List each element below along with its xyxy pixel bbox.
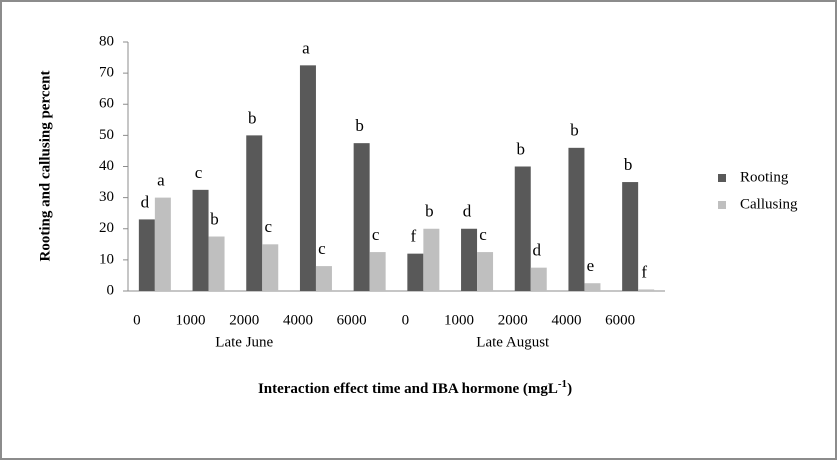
y-axis-label: Rooting and callusing percent — [37, 71, 53, 262]
bar — [423, 228, 440, 291]
bar-letter: b — [355, 116, 364, 135]
group-label: Late August — [476, 334, 550, 350]
bar — [369, 252, 386, 291]
bar — [353, 143, 370, 291]
legend-swatch — [718, 201, 726, 209]
bar — [638, 289, 655, 291]
x-label-sup: -1 — [558, 378, 567, 390]
y-tick-label: 20 — [99, 220, 114, 236]
bar — [568, 147, 585, 291]
bar-letter: d — [141, 192, 150, 211]
bar — [477, 252, 494, 291]
bar-letter: b — [210, 209, 219, 228]
bar-letter: c — [195, 163, 203, 182]
x-tick-label: 4000 — [283, 312, 313, 328]
bar-letter: f — [641, 262, 647, 281]
y-tick-label: 60 — [99, 96, 114, 112]
x-tick-label: 4000 — [551, 312, 581, 328]
bar-letter: b — [624, 155, 633, 174]
x-tick-label: 6000 — [605, 312, 635, 328]
x-axis-label: Interaction effect time and IBA hormone … — [258, 378, 572, 398]
bar — [514, 166, 531, 291]
y-tick-label: 80 — [99, 33, 114, 49]
bar-letter: f — [411, 227, 417, 246]
legend-swatch — [718, 174, 726, 182]
bar — [530, 267, 547, 291]
bar — [192, 189, 209, 291]
bar — [461, 228, 478, 291]
x-tick-label: 1000 — [444, 312, 474, 328]
bar — [208, 236, 225, 291]
legend-label: Callusing — [740, 196, 798, 212]
bar-letter: b — [570, 121, 579, 140]
bar — [299, 65, 316, 291]
y-tick-label: 10 — [99, 251, 114, 267]
bar-letter: c — [479, 225, 487, 244]
bar-letter: a — [302, 38, 310, 57]
y-tick-label: 50 — [99, 127, 114, 143]
x-tick-label: 0 — [133, 312, 141, 328]
y-tick-label: 30 — [99, 189, 114, 205]
bar — [262, 244, 279, 291]
bar-letter: c — [372, 225, 380, 244]
bar — [138, 219, 155, 291]
x-tick-label: 0 — [402, 312, 410, 328]
bar-letter: b — [517, 139, 526, 158]
bar — [622, 182, 639, 291]
x-tick-label: 2000 — [498, 312, 528, 328]
bar-letter: e — [587, 256, 595, 275]
x-label-main: Interaction effect time and IBA hormone … — [258, 381, 558, 397]
bar-letter: c — [264, 217, 272, 236]
group-label: Late June — [215, 334, 273, 350]
bar — [407, 253, 424, 291]
bar-letter: d — [533, 241, 542, 260]
bar-letter: b — [248, 108, 257, 127]
bar — [315, 266, 332, 291]
x-tick-label: 6000 — [337, 312, 367, 328]
bar — [584, 283, 601, 291]
x-tick-label: 2000 — [229, 312, 259, 328]
legend-label: Rooting — [740, 169, 789, 185]
x-label-end: ) — [567, 381, 572, 397]
bar-letter: c — [318, 239, 326, 258]
bar-letter: b — [425, 202, 434, 221]
y-tick-label: 70 — [99, 65, 114, 81]
x-tick-label: 1000 — [176, 312, 206, 328]
bar-letter: a — [157, 171, 165, 190]
bar — [154, 197, 171, 291]
y-tick-label: 40 — [99, 158, 114, 174]
bar — [246, 135, 263, 291]
bar-letter: d — [463, 202, 472, 221]
y-tick-label: 0 — [107, 282, 115, 298]
